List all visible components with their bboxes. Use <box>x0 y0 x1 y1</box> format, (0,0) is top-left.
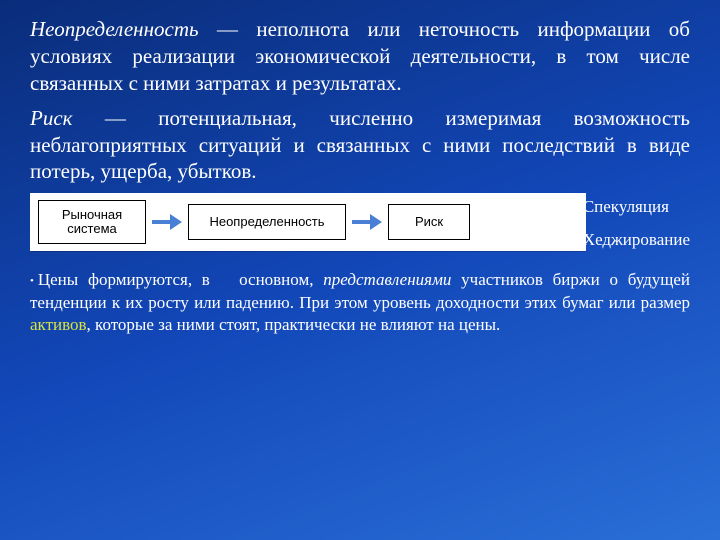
diagram-bar: Рыночная система Неопределенность Риск <box>30 193 586 251</box>
side-labels: Спекуляция Хеджирование <box>583 191 690 256</box>
arrow-icon <box>352 214 382 230</box>
definition-1: Неопределенность — неполнота или неточно… <box>30 16 690 97</box>
bottom-ital: представлениями <box>323 270 451 289</box>
term-risk: Риск <box>30 106 72 130</box>
box-market-system: Рыночная система <box>38 200 146 244</box>
term-uncertainty: Неопределенность <box>30 17 199 41</box>
def2-text: — потенциальная, численно измеримая возм… <box>30 106 690 184</box>
bullet-icon: • <box>30 275 34 287</box>
slide-content: Неопределенность — неполнота или неточно… <box>0 0 720 349</box>
box-risk: Риск <box>388 204 470 240</box>
arrow-icon <box>152 214 182 230</box>
bottom-paragraph: • Цены формируются, в основном, представл… <box>30 269 690 336</box>
bottom-lead: Цены формируются, в <box>38 270 210 289</box>
label-speculation: Спекуляция <box>583 191 690 223</box>
label-hedging: Хеджирование <box>583 224 690 256</box>
definition-2: Риск — потенциальная, численно измеримая… <box>30 105 690 186</box>
diagram-wrap: Рыночная система Неопределенность Риск С… <box>30 193 690 251</box>
box-uncertainty: Неопределенность <box>188 204 346 240</box>
bottom-mid1: основном, <box>239 270 323 289</box>
highlight-assets: активов <box>30 315 87 334</box>
bottom-tail: , которые за ними стоят, практически не … <box>87 315 501 334</box>
